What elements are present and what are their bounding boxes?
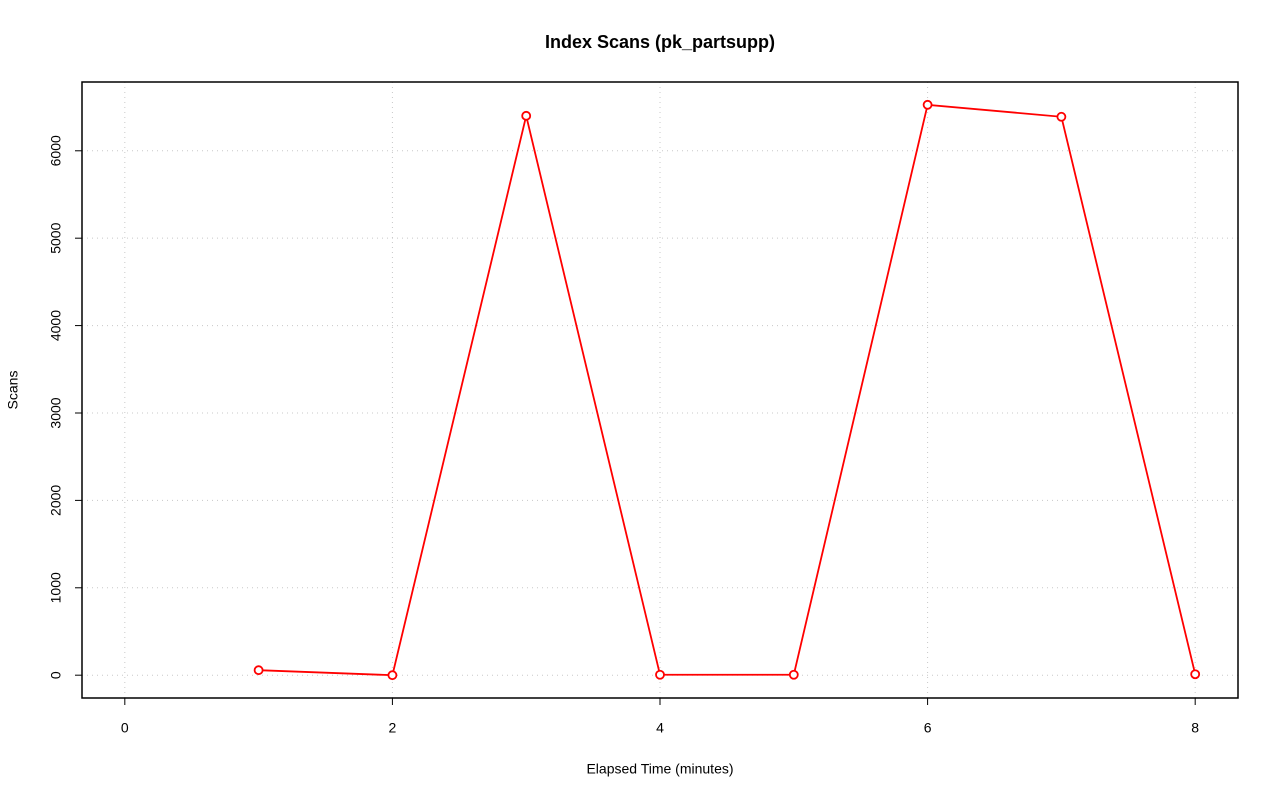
chart-title: Index Scans (pk_partsupp) <box>545 32 775 52</box>
data-point <box>788 669 799 680</box>
x-axis-label: Elapsed Time (minutes) <box>586 761 733 777</box>
data-point <box>922 99 933 110</box>
data-point <box>521 110 532 121</box>
x-tick-label: 4 <box>656 720 664 736</box>
y-tick-label: 1000 <box>48 572 64 603</box>
data-line <box>258 103 1197 677</box>
plot-frame <box>81 81 1239 699</box>
y-tick-label: 3000 <box>48 397 64 428</box>
data-point <box>655 669 665 680</box>
y-tick-label: 2000 <box>48 485 64 516</box>
data-point <box>1190 669 1201 680</box>
data-point <box>387 670 398 681</box>
data-point <box>1056 111 1067 122</box>
y-tick-label: 6000 <box>48 135 64 166</box>
x-tick-label: 0 <box>121 720 129 736</box>
x-tick-label: 2 <box>389 720 397 736</box>
y-tick-label: 4000 <box>48 310 64 341</box>
x-tick-label: 8 <box>1191 720 1199 736</box>
x-tick-label: 6 <box>924 720 932 736</box>
y-axis-label: Scans <box>5 371 21 410</box>
data-point <box>253 665 264 676</box>
y-tick-label: 0 <box>48 671 64 679</box>
y-tick-label: 5000 <box>48 222 64 253</box>
